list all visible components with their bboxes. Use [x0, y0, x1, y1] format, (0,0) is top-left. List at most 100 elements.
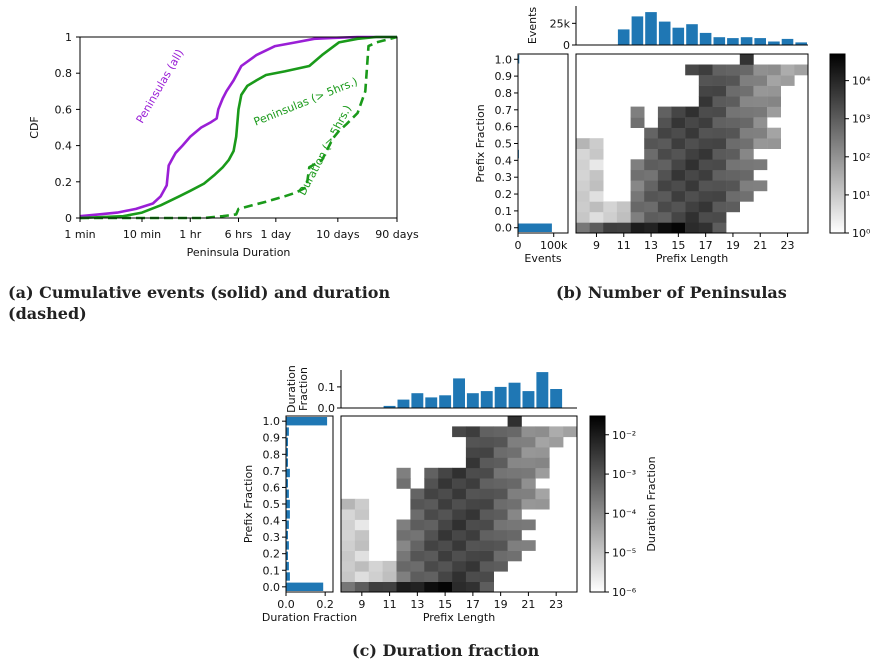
heatmap-cell [438, 498, 453, 510]
heatmap-cell [726, 117, 740, 128]
side-hist-bar [286, 582, 324, 591]
cdf-series-line [80, 35, 398, 220]
heatmap-cell [341, 581, 356, 593]
heatmap-cell [780, 64, 795, 76]
heatmap-cell [396, 581, 411, 593]
heatmap-cell [603, 201, 618, 213]
heatmap-cell [685, 159, 700, 171]
heatmap-cell [507, 457, 522, 469]
heatmap-cell [712, 117, 727, 128]
heatmap-cell [382, 571, 397, 582]
y-tick-label: 1.0 [495, 53, 513, 66]
heatmap-cell [698, 169, 713, 181]
y-tick-label: 1.0 [263, 415, 281, 428]
top-hist-bar [494, 386, 507, 408]
heatmap-cell [493, 488, 508, 500]
heatmap-cell [479, 488, 494, 500]
heatmap-cell [726, 106, 740, 118]
heatmap-cell [410, 519, 425, 531]
side-hist-bar [286, 530, 288, 540]
cdf-series-line [79, 35, 397, 218]
side-hist-frame [517, 53, 569, 234]
heatmap-cell [644, 211, 659, 223]
y-tick-label: 0.4 [263, 515, 281, 528]
y-axis-label: CDF [28, 116, 41, 138]
heatmap-cell [712, 190, 727, 202]
heatmap-cell [438, 540, 453, 551]
heatmap-cell [493, 560, 508, 572]
heatmap-cell [465, 581, 481, 593]
heatmap-cell [452, 467, 467, 479]
top-hist-bar [713, 37, 726, 45]
top-hist-bar [781, 38, 794, 45]
top-hist-bar [754, 38, 766, 45]
heatmap-cell [671, 106, 686, 118]
heatmap-cell [616, 222, 631, 234]
heatmap-cell [698, 159, 713, 171]
heatmap-cell [465, 540, 481, 551]
heatmap-cell [341, 529, 356, 541]
colorbar [589, 415, 606, 593]
heatmap-cell [739, 75, 754, 86]
side-hist-bar [286, 427, 289, 436]
heatmap-cell [726, 159, 740, 171]
heatmap-cell [739, 180, 754, 192]
x-tick-label: 11 [617, 239, 631, 252]
heatmap-cell [644, 190, 659, 202]
heatmap-cell [465, 529, 481, 541]
heatmap-cell [396, 519, 411, 531]
top-hist-tick-label: 0.1 [318, 381, 336, 394]
colorbar-tick-label: 10⁻² [612, 429, 636, 442]
heatmap-cell [507, 447, 522, 458]
heatmap-cell [726, 138, 740, 149]
y-tick-label: 0.8 [55, 67, 73, 80]
heatmap-cell [424, 519, 439, 531]
heatmap-cell [576, 211, 590, 223]
heatmap-cell [712, 211, 727, 223]
heatmap-cell [396, 571, 411, 582]
heatmap-cell [507, 436, 522, 448]
heatmap-cell [424, 498, 439, 510]
heatmap-cell [644, 201, 659, 213]
heatmap-cell [767, 64, 781, 76]
heatmap-cell [410, 550, 425, 562]
colorbar-tick-label: 10⁻⁵ [612, 547, 636, 560]
heatmap-cell [563, 426, 578, 438]
heatmap-cell [630, 180, 645, 192]
heatmap-cell [726, 180, 740, 192]
heatmap-cell [657, 190, 672, 202]
heatmap-cell [644, 138, 659, 149]
heatmap-cell [507, 426, 522, 438]
colorbar-tick-label: 10⁴ [852, 75, 871, 88]
heatmap-cell [644, 222, 659, 234]
side-hist-bar [286, 417, 328, 426]
y-tick-label: 0.2 [495, 188, 513, 201]
top-hist-bar [699, 32, 712, 45]
side-hist-tick-label: 0 [515, 239, 522, 252]
top-hist-bar [740, 37, 753, 45]
heatmap-cell [589, 148, 604, 160]
y-tick-label: 0.4 [495, 154, 513, 167]
x-tick-label: 15 [438, 598, 452, 611]
x-tick-label: 15 [671, 239, 685, 252]
heatmap-cell [341, 519, 356, 531]
heatmap-cell [657, 201, 672, 213]
heatmap-cell [493, 447, 508, 458]
x-tick-label: 11 [383, 598, 397, 611]
heatmap-cell [465, 467, 481, 479]
y-tick-label: 0 [65, 212, 72, 225]
heatmap-cell [396, 540, 411, 551]
heatmap-cell [698, 201, 713, 213]
heatmap-cell [603, 211, 618, 223]
heatmap-cell [535, 457, 550, 469]
side-hist-axis-label: Events [524, 252, 562, 265]
heatmap-cell [576, 180, 590, 192]
heatmap-cell [507, 416, 522, 427]
top-hist-bar [508, 382, 521, 408]
heatmap-cell [438, 571, 453, 582]
heatmap-cell [726, 169, 740, 181]
heatmap-cell [493, 457, 508, 469]
caption-b: (b) Number of Peninsulas [556, 283, 787, 302]
top-hist-bar [658, 21, 671, 45]
heatmap-cell [753, 127, 768, 139]
